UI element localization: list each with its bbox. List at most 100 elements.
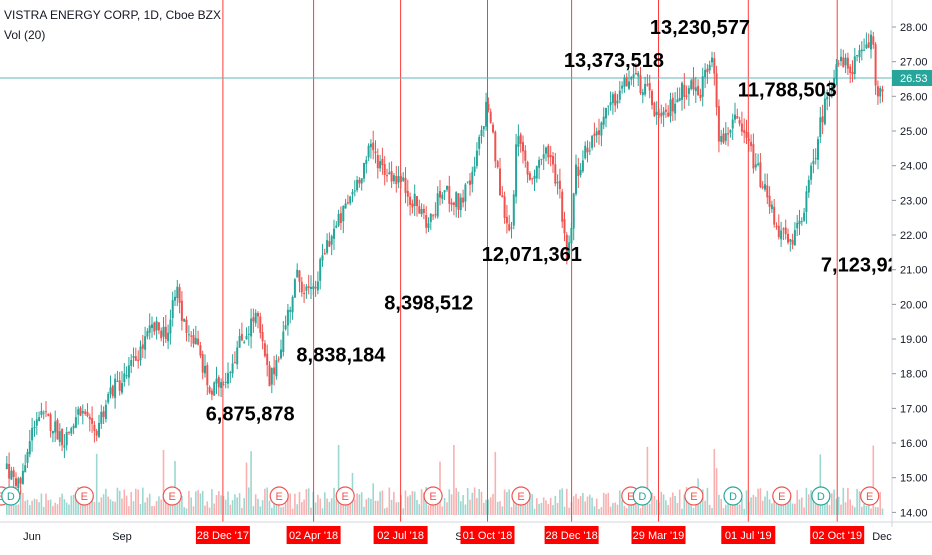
volume-bar xyxy=(65,502,68,515)
earnings-marker[interactable] xyxy=(772,486,792,506)
y-tick-label: 14.00 xyxy=(900,507,928,519)
volume-bar xyxy=(201,490,204,515)
y-axis[interactable]: 14.00 15.00 16.00 17.00 18.00 19.00 20.00 21.00… xyxy=(891,0,932,527)
volume-bar xyxy=(213,503,215,515)
volume-bar xyxy=(420,489,423,515)
volume-bar xyxy=(291,508,294,515)
candle-body xyxy=(821,116,824,123)
earnings-marker[interactable] xyxy=(860,486,880,506)
dividend-marker[interactable] xyxy=(1,486,21,506)
candle-body xyxy=(236,347,239,365)
candle-body xyxy=(38,417,41,421)
volume-bar xyxy=(513,491,515,515)
volume-bar xyxy=(252,506,255,515)
volume-bar xyxy=(861,506,863,515)
candle-body xyxy=(515,144,518,197)
candle-body xyxy=(422,208,425,213)
volume-bar xyxy=(100,497,103,515)
candle-body xyxy=(579,169,582,176)
volume-bar xyxy=(814,504,817,515)
volume-bar xyxy=(151,506,153,515)
earnings-marker[interactable] xyxy=(335,486,355,506)
volume-bar xyxy=(667,505,669,515)
candle-body xyxy=(717,106,720,142)
candle-body xyxy=(183,318,186,322)
candle-body xyxy=(40,410,43,415)
candle-body xyxy=(137,359,140,362)
volume-bar xyxy=(236,497,238,515)
earnings-marker-label: E xyxy=(81,491,88,503)
candle-body xyxy=(724,133,727,141)
volume-bar xyxy=(114,501,116,515)
volume-bar xyxy=(653,496,656,515)
earnings-marker[interactable] xyxy=(162,486,182,506)
x-tick-label: Dec xyxy=(872,531,892,543)
volume-bar xyxy=(188,490,190,515)
candle-body xyxy=(860,49,863,52)
candle-body xyxy=(220,382,223,388)
dividend-marker[interactable] xyxy=(811,486,831,506)
candle-body xyxy=(335,225,338,228)
candle-body xyxy=(217,377,220,388)
volume-bar xyxy=(379,491,381,515)
volume-bar xyxy=(720,498,722,515)
volume-bar xyxy=(31,500,33,515)
candle-body xyxy=(367,145,370,158)
candle-body xyxy=(522,142,524,152)
candle-body xyxy=(399,175,402,183)
earnings-marker[interactable] xyxy=(269,486,289,506)
earnings-marker[interactable] xyxy=(684,486,704,506)
symbol-title[interactable]: VISTRA ENERGY CORP, 1D, Cboe BZX xyxy=(4,8,221,22)
candle-body xyxy=(432,215,435,217)
dividend-marker[interactable] xyxy=(723,486,743,506)
candle-body xyxy=(116,380,119,382)
volume-bar xyxy=(268,500,271,515)
candle-body xyxy=(823,98,826,125)
volume-bar xyxy=(282,507,285,515)
volume-bar xyxy=(877,507,879,515)
candle-body xyxy=(254,312,257,324)
date-tag-background xyxy=(810,526,865,544)
candle-body xyxy=(194,337,197,345)
y-tick-label: 25.00 xyxy=(900,126,928,138)
candle-body xyxy=(68,431,70,433)
candle-body xyxy=(581,160,584,172)
dividend-marker[interactable] xyxy=(632,486,652,506)
candle-body xyxy=(618,90,621,100)
volume-bar xyxy=(411,491,414,515)
y-tick-label: 18.00 xyxy=(900,369,928,381)
earnings-marker[interactable] xyxy=(511,486,531,506)
candle-body xyxy=(275,360,278,377)
volume-bar xyxy=(70,495,73,515)
event-markers[interactable]: EDEEEEEEEDEDEDE xyxy=(0,486,880,506)
earnings-marker[interactable] xyxy=(423,486,443,506)
volume-bar xyxy=(257,498,259,515)
candle-body xyxy=(766,185,769,198)
volume-bar xyxy=(259,506,262,515)
candle-body xyxy=(19,477,22,484)
candle-body xyxy=(471,171,474,185)
candle-body xyxy=(681,82,683,100)
volume-bar xyxy=(241,507,243,515)
volume-bar xyxy=(586,496,589,515)
volume-bar xyxy=(254,494,257,515)
candle-body xyxy=(701,76,704,97)
volume-bar xyxy=(787,499,789,515)
candle-body xyxy=(321,255,324,261)
candle-body xyxy=(114,378,117,398)
volume-bar xyxy=(171,500,174,515)
volume-bar xyxy=(337,445,340,515)
candle-body xyxy=(759,162,762,187)
earnings-marker-label: E xyxy=(169,491,176,503)
date-tag: 28 Dec '17 xyxy=(195,526,250,544)
candle-body xyxy=(169,319,172,334)
date-tag-background xyxy=(721,526,776,544)
candle-body xyxy=(171,300,174,318)
volume-bar xyxy=(803,507,805,515)
y-tick-label: 28.00 xyxy=(900,22,928,34)
candle-body xyxy=(552,155,554,165)
volume-indicator-label[interactable]: Vol (20) xyxy=(4,28,46,42)
candle-body xyxy=(153,322,156,332)
earnings-marker[interactable] xyxy=(74,486,94,506)
